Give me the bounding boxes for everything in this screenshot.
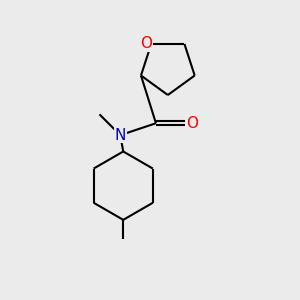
Text: O: O xyxy=(186,116,198,131)
Text: N: N xyxy=(115,128,126,142)
Text: O: O xyxy=(140,36,152,51)
